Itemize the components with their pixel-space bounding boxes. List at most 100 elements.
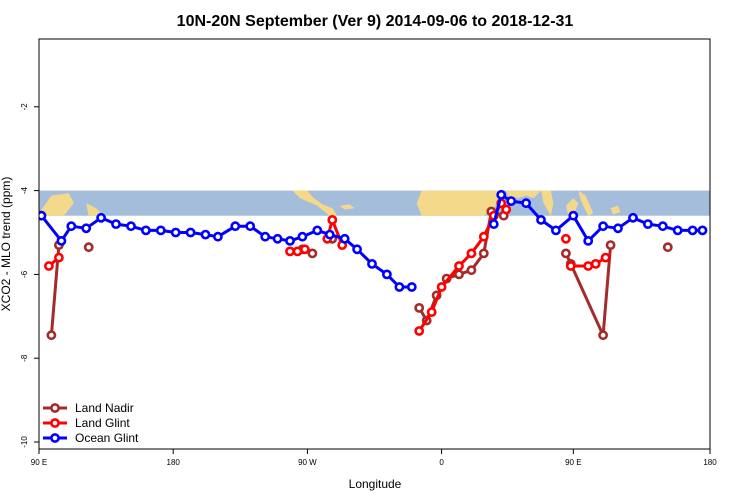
map-land-8 bbox=[578, 190, 594, 216]
data-point-land-glint bbox=[478, 231, 489, 242]
data-point-ocean-glint bbox=[598, 221, 608, 232]
data-point-land-nadir bbox=[598, 330, 608, 341]
map-ocean bbox=[39, 190, 710, 216]
map-land-7 bbox=[565, 198, 579, 216]
data-point-ocean-glint bbox=[506, 196, 517, 206]
data-point-land-nadir bbox=[83, 242, 94, 253]
x-tick-label: 180 bbox=[703, 458, 717, 467]
data-point-ocean-glint bbox=[297, 231, 308, 242]
data-point-ocean-glint bbox=[140, 225, 151, 236]
data-point-ocean-glint bbox=[39, 210, 47, 221]
data-point-ocean-glint bbox=[66, 221, 77, 232]
map-land-3 bbox=[339, 204, 355, 210]
x-tick-label: 0 bbox=[439, 458, 444, 467]
data-point-ocean-glint bbox=[111, 219, 121, 229]
y-tick-label: -2 bbox=[20, 103, 29, 111]
data-point-ocean-glint bbox=[324, 229, 335, 240]
legend-item-land-glint: Land Glint bbox=[43, 416, 130, 430]
data-point-land-glint bbox=[600, 252, 611, 263]
chart-title: 10N-20N September (Ver 9) 2014-09-06 to … bbox=[177, 13, 574, 30]
data-point-ocean-glint bbox=[583, 235, 594, 246]
legend-marker bbox=[50, 418, 60, 428]
data-point-land-glint bbox=[327, 214, 338, 225]
data-point-ocean-glint bbox=[200, 229, 211, 240]
data-point-ocean-glint bbox=[367, 258, 377, 269]
data-point-land-glint bbox=[590, 258, 601, 269]
series-land-nadir bbox=[46, 206, 673, 341]
data-point-ocean-glint bbox=[185, 227, 196, 238]
data-point-land-glint bbox=[565, 261, 576, 271]
data-point-ocean-glint bbox=[643, 219, 653, 229]
data-point-land-glint bbox=[54, 252, 64, 263]
data-point-ocean-glint bbox=[260, 231, 271, 242]
data-point-ocean-glint bbox=[126, 221, 136, 232]
data-point-ocean-glint bbox=[613, 223, 623, 234]
data-point-land-glint bbox=[561, 233, 571, 244]
map-land-2 bbox=[292, 190, 338, 216]
data-point-ocean-glint bbox=[536, 214, 546, 225]
legend-label: Land Nadir bbox=[75, 401, 134, 415]
data-point-ocean-glint bbox=[81, 223, 92, 234]
data-point-land-glint bbox=[414, 326, 425, 336]
plot-frame bbox=[38, 38, 711, 450]
y-tick-label: -10 bbox=[20, 436, 29, 448]
map-band bbox=[39, 190, 710, 216]
data-point-ocean-glint bbox=[568, 210, 579, 221]
series-line-land-nadir bbox=[564, 244, 613, 337]
data-point-land-glint bbox=[44, 261, 54, 271]
data-point-land-nadir bbox=[662, 242, 673, 253]
series-layer bbox=[39, 189, 708, 341]
data-point-land-nadir bbox=[46, 330, 57, 341]
data-point-ocean-glint bbox=[312, 225, 323, 236]
data-point-land-glint bbox=[436, 282, 447, 292]
data-point-ocean-glint bbox=[687, 225, 698, 236]
x-tick-label: 90 E bbox=[31, 458, 47, 467]
data-point-land-glint bbox=[285, 246, 295, 257]
x-tick-label: 180 bbox=[167, 458, 181, 467]
legend-marker bbox=[50, 403, 60, 413]
data-point-ocean-glint bbox=[245, 221, 256, 232]
series-ocean-glint bbox=[39, 189, 708, 292]
data-point-ocean-glint bbox=[496, 189, 507, 200]
data-point-land-glint bbox=[501, 204, 512, 215]
legend-item-ocean-glint: Ocean Glint bbox=[43, 431, 139, 445]
data-point-ocean-glint bbox=[488, 219, 499, 229]
data-point-land-glint bbox=[299, 244, 310, 255]
y-axis: -10 -8 -6 -4 -2 bbox=[20, 103, 39, 448]
data-point-ocean-glint bbox=[394, 282, 405, 292]
y-tick-label: -8 bbox=[20, 354, 29, 362]
map-land-9 bbox=[610, 205, 621, 215]
data-point-land-nadir bbox=[307, 248, 318, 259]
data-point-ocean-glint bbox=[628, 212, 638, 223]
legend-label: Ocean Glint bbox=[75, 431, 139, 445]
y-tick-label: -6 bbox=[20, 270, 29, 278]
data-point-ocean-glint bbox=[272, 233, 283, 244]
data-point-ocean-glint bbox=[381, 269, 392, 280]
y-axis-label: XCO2 - MLO trend (ppm) bbox=[0, 177, 13, 312]
data-point-land-nadir bbox=[605, 240, 616, 250]
data-point-ocean-glint bbox=[657, 221, 668, 232]
data-point-ocean-glint bbox=[672, 225, 683, 236]
data-point-ocean-glint bbox=[155, 225, 166, 236]
legend-item-land-nadir: Land Nadir bbox=[43, 401, 134, 415]
y-tick-label: -4 bbox=[20, 186, 29, 194]
x-axis: 90 E 180 90 W 0 90 E 180 bbox=[31, 449, 717, 467]
data-point-ocean-glint bbox=[697, 225, 708, 236]
data-point-ocean-glint bbox=[339, 233, 350, 244]
map-land-5 bbox=[506, 190, 541, 199]
data-point-ocean-glint bbox=[170, 227, 181, 238]
data-point-ocean-glint bbox=[551, 225, 561, 236]
data-point-land-nadir bbox=[478, 248, 489, 259]
x-tick-label: 90 W bbox=[298, 458, 317, 467]
series-land-glint bbox=[44, 198, 611, 336]
data-point-land-nadir bbox=[466, 265, 477, 276]
data-point-land-glint bbox=[466, 248, 477, 259]
data-point-ocean-glint bbox=[285, 235, 295, 246]
data-point-ocean-glint bbox=[521, 198, 531, 209]
data-point-ocean-glint bbox=[406, 282, 417, 292]
map-land-1 bbox=[86, 203, 104, 216]
data-point-land-glint bbox=[583, 261, 594, 271]
data-point-ocean-glint bbox=[352, 244, 362, 255]
